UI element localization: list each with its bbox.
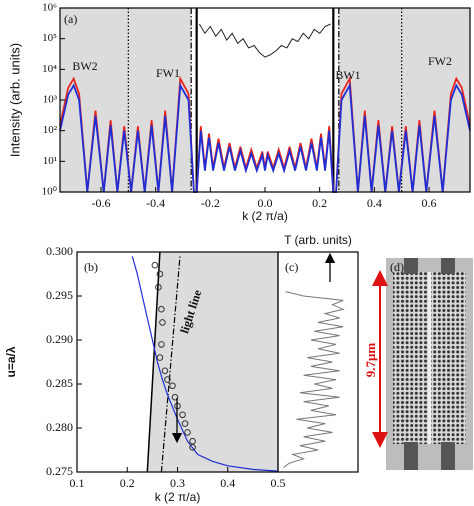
waveguide <box>441 442 455 470</box>
point <box>158 305 165 313</box>
curve <box>59 82 471 193</box>
point <box>179 411 186 419</box>
point <box>155 283 162 291</box>
point <box>169 382 176 390</box>
waveguide <box>404 258 418 274</box>
point <box>181 420 189 427</box>
x-tick-label: 0.0 <box>258 196 273 210</box>
y-tick-label: 10⁶ <box>42 2 57 14</box>
annotation: BW2 <box>72 59 97 73</box>
x-axis-label: k (2 π/a) <box>155 490 201 504</box>
scale-label: 9.7μm <box>363 343 378 378</box>
x-tick-label: 0.4 <box>220 476 235 490</box>
point <box>189 444 196 451</box>
boundary-line <box>146 251 161 473</box>
point <box>164 376 171 383</box>
x-tick-label: 0.2 <box>312 196 327 210</box>
y-tick-label: 10³ <box>43 94 58 106</box>
panel-label: (c) <box>285 260 298 274</box>
x-tick-label: 0.3 <box>170 476 185 490</box>
shaded-region <box>147 252 278 472</box>
x-tick-label: 0.1 <box>70 476 85 490</box>
point <box>156 354 164 361</box>
waveguide <box>441 258 455 274</box>
curve <box>131 256 279 472</box>
panel-label: (d) <box>390 260 404 274</box>
waveguide <box>404 442 418 470</box>
spectrum <box>283 291 345 468</box>
y-axis-label: Intensity (arb. units) <box>7 43 22 157</box>
y-tick-label: 10² <box>43 124 58 136</box>
x-tick-label: -0.4 <box>146 196 165 210</box>
x-axis-label: k (2 π/a) <box>242 209 288 223</box>
y-tick-label: 0.300 <box>46 244 73 258</box>
y-tick-label: 0.275 <box>46 464 73 478</box>
line-defect <box>428 272 431 444</box>
y-tick-label: 10¹ <box>43 155 57 167</box>
panel-title: T (arb. units) <box>284 233 352 247</box>
y-tick-label: 0.280 <box>46 420 73 434</box>
y-tick-label: 10⁵ <box>42 32 57 44</box>
y-tick-label: 0.290 <box>46 332 73 346</box>
x-tick-label: 0.2 <box>120 476 135 490</box>
y-tick-label: 10⁴ <box>42 63 57 75</box>
x-tick-label: 0.4 <box>367 196 382 210</box>
plot-frame <box>277 251 359 473</box>
panel-label: (b) <box>84 260 98 274</box>
point <box>171 393 179 401</box>
x-tick-label: 0.5 <box>271 476 286 490</box>
annotation: BW1 <box>335 68 360 82</box>
y-axis-label: u=a/λ <box>4 346 18 377</box>
x-tick-label: -0.6 <box>92 196 111 210</box>
panel-label: (a) <box>64 12 77 26</box>
x-tick-label: 0.6 <box>422 196 437 210</box>
annotation: FW2 <box>428 54 452 68</box>
point <box>151 261 159 269</box>
point <box>161 367 169 375</box>
point <box>159 319 166 326</box>
point <box>156 270 164 278</box>
panel-d: (d) 9.7μm <box>363 258 473 470</box>
y-tick-label: 10⁰ <box>42 186 58 198</box>
point <box>189 437 196 445</box>
curve <box>198 23 331 58</box>
y-tick-label: 0.295 <box>46 288 73 302</box>
x-tick-label: -0.2 <box>201 196 220 210</box>
point <box>158 341 165 348</box>
y-tick-label: 0.285 <box>46 376 73 390</box>
annotation: FW1 <box>156 66 180 80</box>
light-line <box>160 256 181 473</box>
point <box>184 429 191 436</box>
